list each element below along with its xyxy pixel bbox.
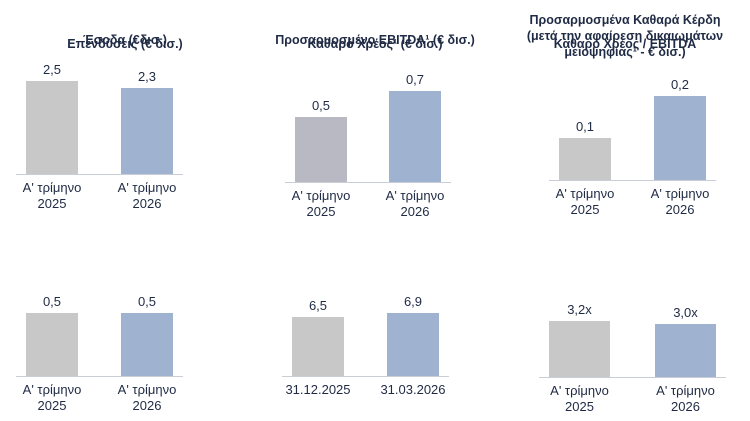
x-tick-line: 2026: [132, 398, 162, 413]
x-tick-label: Α' τρίμηνο 2025: [4, 382, 100, 414]
chart-title: Καθαρό Χρέος / EBITDA: [500, 36, 750, 52]
bar: [559, 138, 611, 180]
x-tick-line: Α' τρίμηνο: [22, 382, 82, 397]
chart-panel: Επενδύσεις (€ δισ.) 0,5 Α' τρίμηνο 2025 0,5 Α…: [0, 0, 250, 421]
x-tick-label: Α' τρίμηνο 2025: [532, 383, 628, 415]
chart-title: Επενδύσεις (€ δισ.): [0, 36, 250, 52]
bar: [292, 317, 344, 376]
x-tick-label: Α' τρίμηνο 2026: [638, 383, 734, 415]
chart-title-line: Προσαρμοσμένα Καθαρά Κέρδη: [529, 13, 721, 27]
x-tick-line: 2026: [132, 196, 162, 211]
chart-baseline: [285, 182, 451, 183]
x-tick-line: 2025: [570, 202, 600, 217]
chart-title-line: Προσαρμοσμένο EBITDA¹ (€ δισ.): [275, 33, 475, 47]
data-label: 2,5: [42, 62, 62, 77]
chart-title-line: (μετά την αφαίρεση δικαιωμάτων: [526, 29, 724, 43]
chart-panel: Καθαρό Χρέος¹ (€ δισ.) 6,5 31.12.2025 6,9 31…: [250, 0, 500, 421]
bar: [549, 321, 610, 377]
data-label: 3,2x: [567, 302, 592, 317]
data-label: 0,5: [137, 294, 157, 309]
x-tick-line: 31.03.2026: [380, 382, 446, 397]
chart-title: Προσαρμοσμένα Καθαρά Κέρδη (μετά την αφαί…: [500, 12, 750, 60]
data-label: 6,9: [403, 294, 423, 309]
data-label: 0,5: [311, 98, 331, 113]
bar: [295, 117, 347, 182]
data-label: 0,2: [670, 77, 690, 92]
x-tick-line: Α' τρίμηνο: [22, 180, 82, 195]
chart-baseline: [549, 180, 716, 181]
data-label: 3,0x: [673, 305, 698, 320]
chart-baseline: [539, 377, 726, 378]
x-tick-label: Α' τρίμηνο 2026: [632, 186, 728, 218]
x-tick-line: 2025: [37, 196, 67, 211]
chart-title-line: Καθαρό Χρέος / EBITDA: [553, 37, 697, 51]
x-tick-label: Α' τρίμηνο 2026: [99, 382, 195, 414]
chart-title-line: μειοψηφίας¹ - € δισ.): [564, 45, 686, 59]
x-tick-line: Α' τρίμηνο: [385, 188, 445, 203]
x-tick-line: Α' τρίμηνο: [555, 186, 615, 201]
chart-baseline: [16, 174, 183, 175]
x-tick-label: Α' τρίμηνο 2026: [99, 180, 195, 212]
data-label: 2,3: [137, 69, 157, 84]
bar: [26, 313, 78, 376]
bar: [654, 96, 706, 180]
chart-title: Έσοδα (€δισ.): [0, 32, 250, 48]
x-tick-line: Α' τρίμηνο: [650, 186, 710, 201]
x-tick-line: 2026: [400, 204, 430, 219]
data-label: 6,5: [308, 298, 328, 313]
chart-panel: Προσαρμοσμένο EBITDA¹ (€ δισ.) 0,5 Α' τρίμ…: [250, 0, 500, 421]
x-tick-label: Α' τρίμηνο 2025: [4, 180, 100, 212]
bar: [121, 88, 173, 174]
x-tick-label: Α' τρίμηνο 2025: [273, 188, 369, 220]
x-tick-label: Α' τρίμηνο 2026: [367, 188, 463, 220]
bar: [389, 91, 441, 182]
x-tick-line: 2026: [671, 399, 700, 414]
x-tick-line: Α' τρίμηνο: [656, 383, 715, 398]
x-tick-label: 31.03.2026: [365, 382, 461, 398]
x-tick-label: Α' τρίμηνο 2025: [537, 186, 633, 218]
x-tick-line: Α' τρίμηνο: [550, 383, 609, 398]
x-tick-line: 2025: [37, 398, 67, 413]
x-tick-line: Α' τρίμηνο: [291, 188, 351, 203]
chart-title: Προσαρμοσμένο EBITDA¹ (€ δισ.): [250, 32, 500, 48]
x-tick-label: 31.12.2025: [270, 382, 366, 398]
bar: [121, 313, 173, 376]
chart-title-line: Καθαρό Χρέος¹ (€ δισ.): [307, 37, 443, 51]
x-tick-line: 2025: [565, 399, 594, 414]
chart-panel: Προσαρμοσμένα Καθαρά Κέρδη (μετά την αφαί…: [500, 0, 750, 421]
chart-baseline: [16, 376, 183, 377]
x-tick-line: 2026: [665, 202, 695, 217]
chart-baseline: [282, 376, 449, 377]
chart-title-line: Επενδύσεις (€ δισ.): [67, 37, 183, 51]
chart-panel: Έσοδα (€δισ.) 2,5 Α' τρίμηνο 2025 2,3 Α' τρίμ…: [0, 0, 250, 421]
x-tick-line: 2025: [306, 204, 336, 219]
bar: [655, 324, 716, 377]
data-label: 0,1: [575, 119, 595, 134]
x-tick-line: 31.12.2025: [285, 382, 351, 397]
chart-title-line: Έσοδα (€δισ.): [83, 33, 167, 47]
chart-title: Καθαρό Χρέος¹ (€ δισ.): [250, 36, 500, 52]
x-tick-line: Α' τρίμηνο: [117, 382, 177, 397]
data-label: 0,5: [42, 294, 62, 309]
bar: [26, 81, 78, 174]
data-label: 0,7: [405, 72, 425, 87]
x-tick-line: Α' τρίμηνο: [117, 180, 177, 195]
chart-panel: Καθαρό Χρέος / EBITDA 3,2x Α' τρίμηνο 2025 3…: [500, 0, 750, 421]
bar: [387, 313, 439, 376]
